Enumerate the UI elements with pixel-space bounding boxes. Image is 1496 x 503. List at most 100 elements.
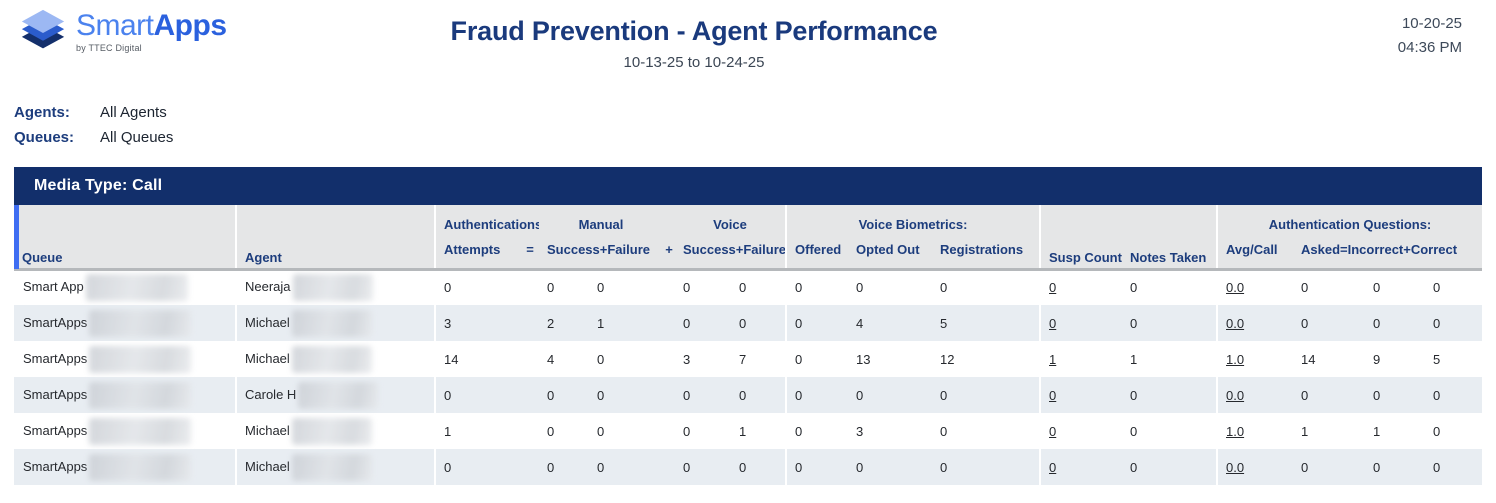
susp-count-cell: 0 bbox=[1039, 413, 1123, 449]
equals-spacer-cell bbox=[521, 449, 539, 485]
susp-count-link[interactable]: 0 bbox=[1049, 459, 1057, 475]
avg-call-link[interactable]: 1.0 bbox=[1226, 351, 1245, 367]
column-header-offered: Offered bbox=[785, 235, 849, 271]
page-title: Fraud Prevention - Agent Performance bbox=[450, 16, 938, 46]
redacted-queue-text bbox=[85, 274, 188, 302]
correct-value: 5 bbox=[1433, 351, 1441, 367]
queues-filter-row: Queues: All Queues bbox=[14, 125, 1496, 150]
asked-value: 1 bbox=[1301, 423, 1309, 439]
avg-call-link[interactable]: 0.0 bbox=[1226, 387, 1245, 403]
notes-taken-value: 1 bbox=[1130, 351, 1138, 367]
column-header-agent: Agent bbox=[235, 205, 435, 271]
attempts-value: 0 bbox=[434, 269, 521, 305]
plus-spacer-cell bbox=[663, 341, 675, 377]
asked-value: 0 bbox=[1301, 387, 1309, 403]
offered-value: 0 bbox=[785, 449, 849, 485]
table-row: SmartApps Michael 1 0 0 0 1 0 3 0 0 0 1.… bbox=[14, 413, 1483, 449]
agents-filter-row: Agents: All Agents bbox=[14, 100, 1496, 125]
attempts-value: 3 bbox=[434, 305, 521, 341]
offered-value: 0 bbox=[785, 305, 849, 341]
agent-cell: Neeraja bbox=[235, 269, 435, 305]
plus-spacer-cell bbox=[663, 305, 675, 341]
redacted-queue-text bbox=[89, 417, 192, 445]
incorrect-value: 0 bbox=[1373, 387, 1381, 403]
plus-spacer-cell bbox=[663, 449, 675, 485]
asked-value: 0 bbox=[1301, 280, 1309, 296]
brand-name: SmartApps bbox=[76, 10, 227, 42]
agents-filter-value: All Agents bbox=[100, 104, 167, 121]
susp-count-link[interactable]: 0 bbox=[1049, 423, 1057, 439]
offered-value: 0 bbox=[785, 377, 849, 413]
susp-count-cell: 1 bbox=[1039, 341, 1123, 377]
opted-out-value: 4 bbox=[856, 315, 864, 331]
column-header-avg-call: Avg/Call bbox=[1216, 235, 1294, 271]
group-header-authentications: Authentications: bbox=[434, 205, 539, 235]
table-header: Queue Agent Authentications: Manual Voic… bbox=[14, 205, 1483, 271]
susp-count-link[interactable]: 0 bbox=[1049, 387, 1057, 403]
queue-cell: SmartApps bbox=[14, 341, 236, 377]
group-header-voice: Voice bbox=[675, 205, 787, 235]
correct-value: 0 bbox=[1433, 423, 1441, 439]
queue-name: SmartApps bbox=[23, 314, 88, 330]
queue-cell: Smart App bbox=[14, 269, 236, 305]
correct-value: 0 bbox=[1433, 315, 1441, 331]
manual-success-value: 0 bbox=[547, 280, 555, 296]
table-row: SmartApps Michael 0 0 0 0 0 0 0 0 0 0 0.… bbox=[14, 449, 1483, 485]
avg-call-cell: 0.0 bbox=[1216, 449, 1294, 485]
group-header-auth-questions: Authentication Questions: bbox=[1216, 205, 1483, 235]
voice-success-value: 0 bbox=[683, 315, 691, 331]
opted-out-value: 13 bbox=[856, 351, 871, 367]
table-body: Smart App Neeraja 0 0 0 0 0 0 0 0 0 0 0.… bbox=[14, 269, 1483, 485]
agent-performance-table: Queue Agent Authentications: Manual Voic… bbox=[14, 205, 1483, 485]
plus-spacer-cell bbox=[663, 377, 675, 413]
incorrect-value: 0 bbox=[1373, 280, 1381, 296]
filter-summary: Agents: All Agents Queues: All Queues bbox=[14, 100, 1496, 150]
brand-name-smart: Smart bbox=[76, 9, 154, 42]
incorrect-value: 9 bbox=[1373, 351, 1381, 367]
manual-failure-value: 0 bbox=[597, 459, 605, 475]
equals-spacer-cell bbox=[521, 305, 539, 341]
manual-success-value: 4 bbox=[547, 351, 555, 367]
table-row: SmartApps Michael 3 2 1 0 0 0 4 5 0 0 0.… bbox=[14, 305, 1483, 341]
susp-count-link[interactable]: 0 bbox=[1049, 280, 1057, 296]
manual-success-value: 0 bbox=[547, 387, 555, 403]
manual-failure-value: 0 bbox=[597, 387, 605, 403]
queue-cell: SmartApps bbox=[14, 449, 236, 485]
susp-count-link[interactable]: 1 bbox=[1049, 351, 1057, 367]
avg-call-cell: 1.0 bbox=[1216, 413, 1294, 449]
brand-name-apps: Apps bbox=[153, 9, 228, 42]
queues-filter-label: Queues: bbox=[14, 129, 75, 146]
manual-success-value: 2 bbox=[547, 315, 555, 331]
equals-spacer-cell bbox=[521, 341, 539, 377]
equals-spacer-cell bbox=[521, 377, 539, 413]
table-row: SmartApps Michael 14 4 0 3 7 0 13 12 1 1… bbox=[14, 341, 1483, 377]
avg-call-link[interactable]: 0.0 bbox=[1226, 459, 1245, 475]
notes-taken-value: 0 bbox=[1130, 459, 1138, 475]
registrations-value: 0 bbox=[940, 423, 948, 439]
notes-taken-value: 0 bbox=[1130, 315, 1138, 331]
voice-success-value: 0 bbox=[683, 423, 691, 439]
queue-name: SmartApps bbox=[23, 422, 88, 438]
column-header-registrations: Registrations bbox=[932, 235, 1041, 271]
redacted-agent-text bbox=[292, 274, 373, 302]
media-call-section: Media Type: Call Queue Agent Authenticat… bbox=[14, 167, 1483, 485]
registrations-value: 0 bbox=[940, 280, 948, 296]
avg-call-link[interactable]: 0.0 bbox=[1226, 315, 1245, 331]
registrations-value: 5 bbox=[940, 315, 948, 331]
redacted-agent-text bbox=[291, 453, 372, 481]
susp-count-link[interactable]: 0 bbox=[1049, 315, 1057, 331]
column-header-queue: Queue bbox=[14, 205, 236, 271]
equals-spacer-cell bbox=[521, 413, 539, 449]
voice-failure-value: 1 bbox=[739, 423, 747, 439]
registrations-value: 0 bbox=[940, 387, 948, 403]
redacted-agent-text bbox=[291, 309, 372, 337]
opted-out-value: 3 bbox=[856, 423, 864, 439]
agent-cell: Michael bbox=[235, 341, 435, 377]
redacted-agent-text bbox=[291, 417, 372, 445]
queue-name: SmartApps bbox=[23, 458, 88, 474]
redacted-agent-text bbox=[298, 381, 379, 409]
avg-call-link[interactable]: 1.0 bbox=[1226, 423, 1245, 439]
registrations-value: 0 bbox=[940, 459, 948, 475]
avg-call-link[interactable]: 0.0 bbox=[1226, 280, 1245, 296]
header-accent-bar bbox=[14, 205, 19, 269]
